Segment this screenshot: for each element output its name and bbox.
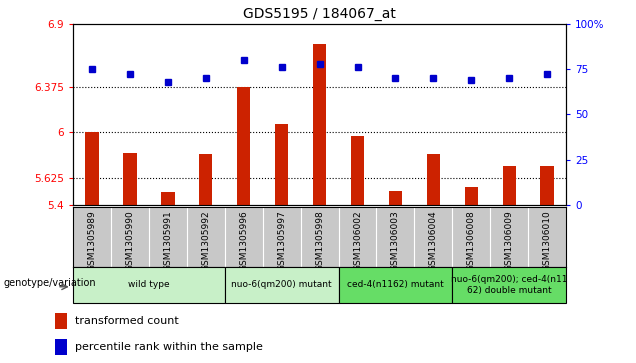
- Text: transformed count: transformed count: [75, 315, 179, 326]
- Text: GSM1306004: GSM1306004: [429, 210, 438, 270]
- Bar: [389, 191, 402, 205]
- Text: percentile rank within the sample: percentile rank within the sample: [75, 342, 263, 352]
- Text: GSM1305990: GSM1305990: [125, 210, 134, 271]
- Bar: [351, 136, 364, 205]
- Text: GSM1305992: GSM1305992: [202, 210, 211, 270]
- Text: GSM1306008: GSM1306008: [467, 210, 476, 271]
- Text: ced-4(n1162) mutant: ced-4(n1162) mutant: [347, 281, 444, 289]
- Text: genotype/variation: genotype/variation: [4, 278, 96, 288]
- Bar: [541, 166, 554, 205]
- Bar: [85, 132, 99, 205]
- Text: GSM1306010: GSM1306010: [543, 210, 551, 271]
- Bar: [502, 166, 516, 205]
- FancyBboxPatch shape: [338, 267, 452, 303]
- Text: GSM1305996: GSM1305996: [239, 210, 248, 271]
- Bar: [199, 154, 212, 205]
- Bar: [237, 86, 251, 205]
- FancyBboxPatch shape: [55, 313, 67, 329]
- Text: GSM1305997: GSM1305997: [277, 210, 286, 271]
- Bar: [275, 124, 288, 205]
- FancyBboxPatch shape: [73, 267, 225, 303]
- Text: nuo-6(qm200) mutant: nuo-6(qm200) mutant: [232, 281, 332, 289]
- Text: wild type: wild type: [128, 281, 170, 289]
- Bar: [427, 154, 440, 205]
- Text: GSM1306003: GSM1306003: [391, 210, 400, 271]
- Bar: [465, 187, 478, 205]
- Text: nuo-6(qm200); ced-4(n11
62) double mutant: nuo-6(qm200); ced-4(n11 62) double mutan…: [451, 275, 567, 295]
- Text: GSM1305989: GSM1305989: [88, 210, 97, 271]
- Text: GSM1305991: GSM1305991: [163, 210, 172, 271]
- Text: GSM1305998: GSM1305998: [315, 210, 324, 271]
- FancyBboxPatch shape: [225, 267, 338, 303]
- Text: GSM1306009: GSM1306009: [505, 210, 514, 271]
- Bar: [313, 44, 326, 205]
- Text: GSM1306002: GSM1306002: [353, 210, 362, 270]
- FancyBboxPatch shape: [55, 339, 67, 355]
- FancyBboxPatch shape: [452, 267, 566, 303]
- Bar: [123, 153, 137, 205]
- Bar: [162, 192, 174, 205]
- Title: GDS5195 / 184067_at: GDS5195 / 184067_at: [243, 7, 396, 21]
